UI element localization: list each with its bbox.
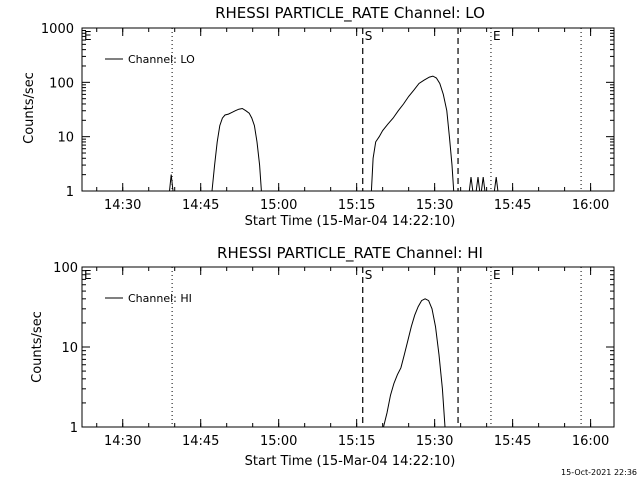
marker-label: S	[365, 29, 373, 43]
x-tick-label: 14:45	[182, 198, 219, 213]
x-tick-label: 15:45	[494, 198, 531, 213]
x-tick-label: 16:00	[572, 434, 609, 449]
y-tick-label: 1000	[41, 22, 74, 37]
x-tick-label: 15:45	[494, 434, 531, 449]
x-tick-label: 16:00	[572, 198, 609, 213]
x-tick-label: 15:00	[260, 434, 297, 449]
y-tick-label: 1	[66, 185, 74, 200]
marker-label: E	[84, 268, 92, 282]
x-tick-label: 15:30	[416, 434, 453, 449]
lo-x-axis-label: Start Time (15-Mar-04 14:22:10)	[245, 214, 456, 229]
series-line	[169, 75, 499, 192]
y-tick-label: 100	[53, 261, 78, 276]
x-tick-label: 15:15	[338, 198, 375, 213]
legend-entry: Channel: LO	[128, 53, 195, 66]
marker-label: E	[493, 268, 501, 282]
x-tick-label: 14:30	[104, 198, 141, 213]
marker-label: S	[365, 268, 373, 282]
y-tick-label: 10	[57, 131, 74, 146]
marker-label: E	[493, 29, 501, 43]
marker-label: E	[84, 29, 92, 43]
y-tick-label: 10	[61, 341, 78, 356]
lo-channel-panel: RHESSI PARTICLE_RATE Channel: LO Counts/…	[22, 4, 615, 229]
lo-y-axis-label: Counts/sec	[22, 72, 37, 144]
plot-frame	[81, 266, 615, 428]
y-tick-label: 1	[70, 421, 78, 436]
hi-x-axis-label: Start Time (15-Mar-04 14:22:10)	[245, 454, 456, 469]
hi-channel-panel: RHESSI PARTICLE_RATE Channel: HI Counts/…	[30, 244, 615, 469]
y-tick-label: 100	[49, 76, 74, 91]
hi-y-axis-label: Counts/sec	[30, 311, 45, 383]
x-tick-label: 14:45	[182, 434, 219, 449]
hi-chart-title: RHESSI PARTICLE_RATE Channel: HI	[217, 244, 483, 263]
x-tick-label: 15:30	[416, 198, 453, 213]
generation-timestamp: 15-Oct-2021 22:36	[561, 468, 637, 477]
legend-entry: Channel: HI	[128, 292, 192, 305]
x-tick-label: 15:15	[338, 434, 375, 449]
series-line	[383, 298, 446, 428]
x-tick-label: 14:30	[104, 434, 141, 449]
lo-chart-title: RHESSI PARTICLE_RATE Channel: LO	[215, 4, 485, 23]
x-tick-label: 15:00	[260, 198, 297, 213]
